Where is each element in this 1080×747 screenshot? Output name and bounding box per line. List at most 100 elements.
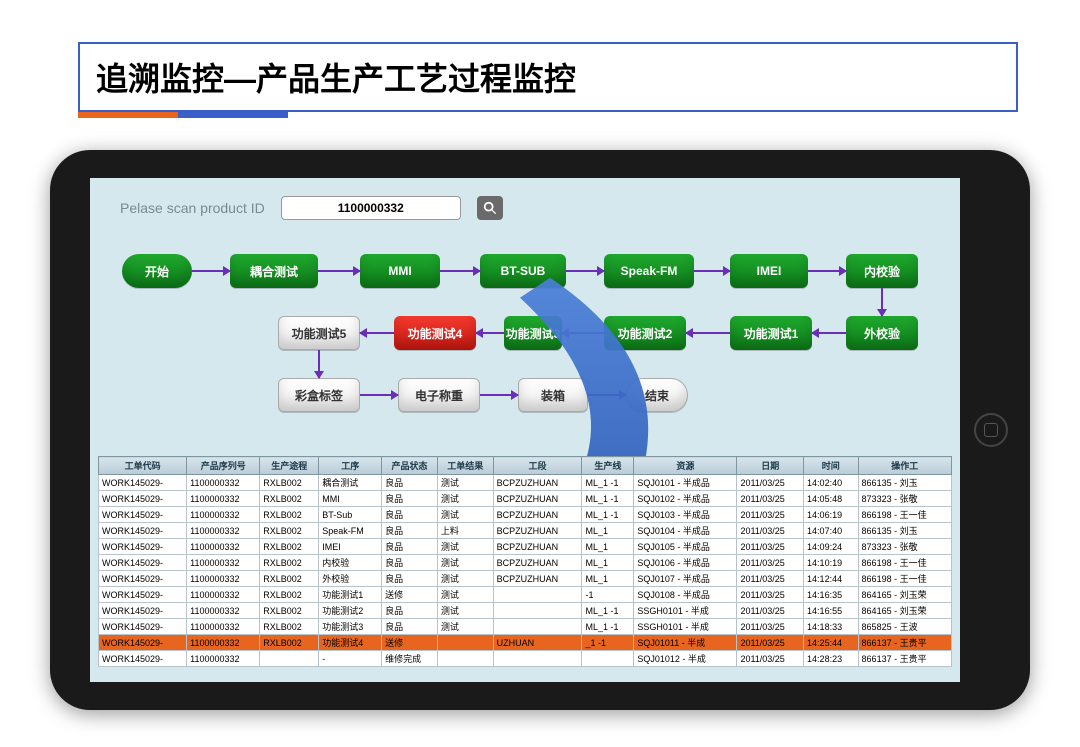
col-header[interactable]: 工单代码: [99, 457, 187, 475]
table-cell: 测试: [437, 587, 493, 603]
table-cell: 873323 - 张敬: [858, 491, 951, 507]
flow-node-btsub[interactable]: BT-SUB: [480, 254, 566, 288]
col-header[interactable]: 工段: [493, 457, 582, 475]
table-cell: MMI: [319, 491, 382, 507]
table-cell: 2011/03/25: [737, 619, 804, 635]
flow-arrow: [318, 350, 320, 378]
table-cell: 2011/03/25: [737, 603, 804, 619]
table-cell: ML_1: [582, 539, 634, 555]
table-row[interactable]: WORK145029-1100000332RXLB002内校验良品测试BCPZU…: [99, 555, 952, 571]
table-cell: 14:09:24: [804, 539, 859, 555]
table-cell: RXLB002: [260, 491, 319, 507]
table-cell: BCPZUZHUAN: [493, 571, 582, 587]
table-cell: Speak-FM: [319, 523, 382, 539]
product-id-input[interactable]: [281, 196, 461, 220]
table-cell: 1100000332: [187, 507, 260, 523]
tablet-frame: Pelase scan product ID 开始 耦合测试 MMI BT-SUB Sp…: [50, 150, 1030, 710]
flow-node-caihebq[interactable]: 彩盒标签: [278, 378, 360, 412]
table-row[interactable]: WORK145029-1100000332RXLB002功能测试4送修UZHUA…: [99, 635, 952, 651]
col-header[interactable]: 产品状态: [382, 457, 438, 475]
table-cell: 866135 - 刘玉: [858, 475, 951, 491]
col-header[interactable]: 工单结果: [437, 457, 493, 475]
col-header[interactable]: 操作工: [858, 457, 951, 475]
table-cell: 14:18:33: [804, 619, 859, 635]
table-cell: 1100000332: [187, 587, 260, 603]
table-cell: UZHUAN: [493, 635, 582, 651]
table-cell: SQJ0101 - 半成品: [634, 475, 737, 491]
col-header[interactable]: 资源: [634, 457, 737, 475]
table-row[interactable]: WORK145029-1100000332RXLB002耦合测试良品测试BCPZ…: [99, 475, 952, 491]
flow-arrow: [360, 332, 394, 334]
flow-node-zhuangxiang[interactable]: 装箱: [518, 378, 588, 412]
flow-node-waijy[interactable]: 外校验: [846, 316, 918, 350]
flow-node-func3[interactable]: 功能测试3: [504, 316, 562, 350]
table-cell: RXLB002: [260, 635, 319, 651]
table-cell: 864165 - 刘玉荣: [858, 603, 951, 619]
table-row[interactable]: WORK145029-1100000332RXLB002功能测试1送修测试-1S…: [99, 587, 952, 603]
table-cell: ML_1: [582, 571, 634, 587]
flow-node-speakfm[interactable]: Speak-FM: [604, 254, 694, 288]
table-cell: 良品: [382, 475, 438, 491]
table-cell: WORK145029-: [99, 619, 187, 635]
table-cell: ML_1 -1: [582, 491, 634, 507]
table-cell: 14:16:55: [804, 603, 859, 619]
table-cell: 1100000332: [187, 491, 260, 507]
search-label: Pelase scan product ID: [120, 200, 265, 216]
flow-node-func5[interactable]: 功能测试5: [278, 316, 360, 350]
flow-node-imei[interactable]: IMEI: [730, 254, 808, 288]
table-cell: RXLB002: [260, 507, 319, 523]
flow-arrow: [808, 270, 846, 272]
flow-node-func1[interactable]: 功能测试1: [730, 316, 812, 350]
flow-node-func2[interactable]: 功能测试2: [604, 316, 686, 350]
table-row[interactable]: WORK145029-1100000332RXLB002功能测试2良品测试ML_…: [99, 603, 952, 619]
table-cell: BCPZUZHUAN: [493, 491, 582, 507]
table-row[interactable]: WORK145029-1100000332RXLB002IMEI良品测试BCPZ…: [99, 539, 952, 555]
table-cell: RXLB002: [260, 587, 319, 603]
table-cell: 866137 - 王贵平: [858, 635, 951, 651]
table-cell: RXLB002: [260, 571, 319, 587]
table-cell: RXLB002: [260, 603, 319, 619]
table-cell: 2011/03/25: [737, 651, 804, 667]
flow-node-mmi[interactable]: MMI: [360, 254, 440, 288]
table-cell: SQJ0108 - 半成品: [634, 587, 737, 603]
table-cell: 14:16:35: [804, 587, 859, 603]
flow-node-neijy[interactable]: 内校验: [846, 254, 918, 288]
process-flow-diagram: 开始 耦合测试 MMI BT-SUB Speak-FM IMEI 内校验外校验功能测试1 功能…: [104, 246, 946, 446]
table-cell: [493, 603, 582, 619]
table-cell: SQJ0104 - 半成品: [634, 523, 737, 539]
table-cell: WORK145029-: [99, 571, 187, 587]
col-header[interactable]: 生产线: [582, 457, 634, 475]
flow-node-start[interactable]: 开始: [122, 254, 192, 288]
flow-node-couple[interactable]: 耦合测试: [230, 254, 318, 288]
table-cell: 送修: [382, 635, 438, 651]
table-cell: WORK145029-: [99, 603, 187, 619]
table-cell: 866135 - 刘玉: [858, 523, 951, 539]
table-cell: 内校验: [319, 555, 382, 571]
table-row[interactable]: WORK145029-1100000332RXLB002BT-Sub良品测试BC…: [99, 507, 952, 523]
table-cell: IMEI: [319, 539, 382, 555]
flow-node-dianzicz[interactable]: 电子称重: [398, 378, 480, 412]
table-row[interactable]: WORK145029-1100000332-维修完成SQJ01012 - 半成2…: [99, 651, 952, 667]
tablet-home-button[interactable]: [974, 413, 1008, 447]
table-row[interactable]: WORK145029-1100000332RXLB002功能测试3良品测试ML_…: [99, 619, 952, 635]
table-cell: ML_1 -1: [582, 475, 634, 491]
table-cell: 14:12:44: [804, 571, 859, 587]
flow-node-end[interactable]: 结束: [626, 378, 688, 412]
col-header[interactable]: 时间: [804, 457, 859, 475]
col-header[interactable]: 工序: [319, 457, 382, 475]
table-row[interactable]: WORK145029-1100000332RXLB002外校验良品测试BCPZU…: [99, 571, 952, 587]
search-button[interactable]: [477, 196, 503, 220]
col-header[interactable]: 产品序列号: [187, 457, 260, 475]
table-cell: 测试: [437, 555, 493, 571]
table-row[interactable]: WORK145029-1100000332RXLB002MMI良品测试BCPZU…: [99, 491, 952, 507]
flow-node-func4[interactable]: 功能测试4: [394, 316, 476, 350]
flow-arrow: [562, 332, 604, 334]
table-cell: BCPZUZHUAN: [493, 555, 582, 571]
col-header[interactable]: 日期: [737, 457, 804, 475]
table-cell: SQJ0106 - 半成品: [634, 555, 737, 571]
table-cell: 测试: [437, 491, 493, 507]
table-cell: RXLB002: [260, 619, 319, 635]
table-cell: 873323 - 张敬: [858, 539, 951, 555]
col-header[interactable]: 生产途程: [260, 457, 319, 475]
table-row[interactable]: WORK145029-1100000332RXLB002Speak-FM良品上料…: [99, 523, 952, 539]
